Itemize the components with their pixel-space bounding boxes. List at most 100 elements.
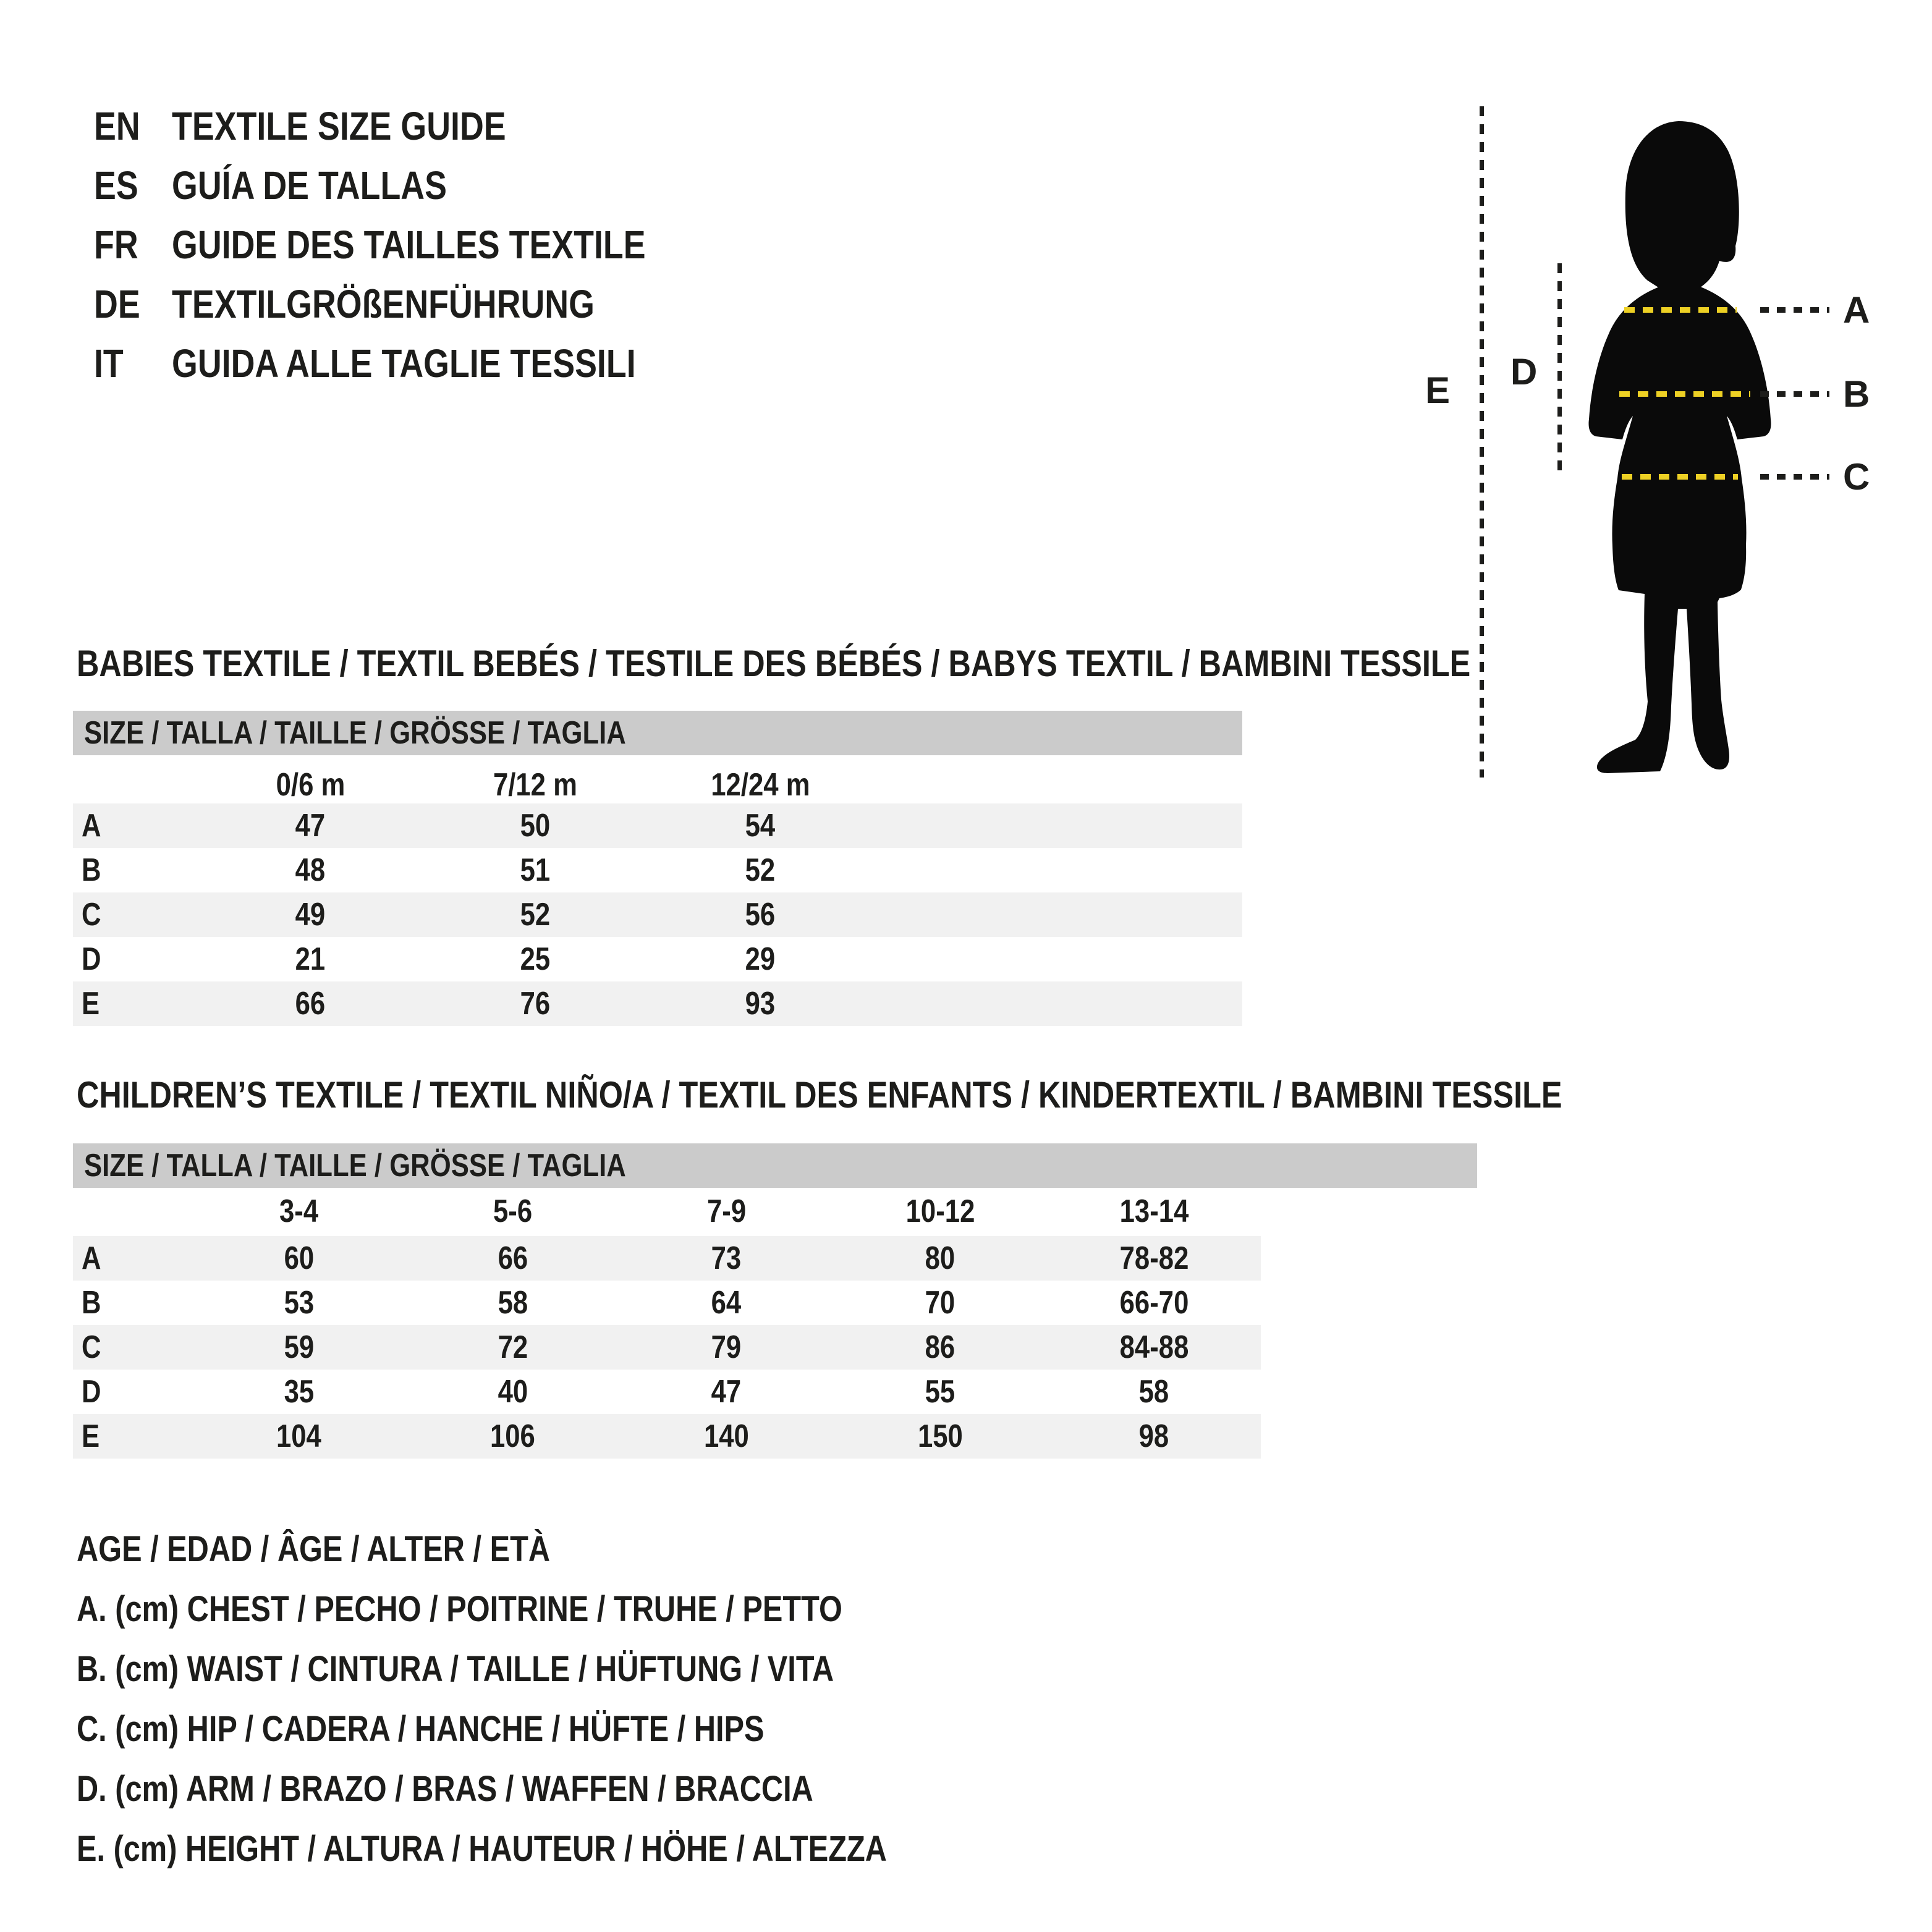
table-cell: 47 [198, 807, 423, 844]
chest-measure-dots-a [1624, 307, 1737, 313]
row-label-text: C [82, 1329, 101, 1365]
row-label-text: B [82, 852, 101, 888]
child-silhouette-head [1625, 121, 1739, 289]
table-cell: 79 [619, 1329, 833, 1366]
language-title: GUÍA DE TALLAS [172, 163, 447, 208]
row-label-text: E [82, 1418, 100, 1454]
table-cell-text: 29 [745, 941, 776, 977]
language-title: TEXTILGRÖßENFÜHRUNG [172, 282, 595, 326]
hip-measure-dots-c [1622, 474, 1738, 480]
children-column-header-text: 5-6 [493, 1193, 533, 1229]
legend-arm-line: D. (cm) ARM / BRAZO / BRAS / WAFFEN / BR… [77, 1759, 1041, 1819]
table-cell: 80 [833, 1240, 1047, 1277]
child-silhouette-body [1588, 286, 1771, 773]
chest-leader-dots-a [1760, 307, 1829, 313]
table-cell-text: 79 [711, 1329, 742, 1365]
legend-age-text: AGE / EDAD / ÂGE / ALTER / ETÀ [77, 1529, 551, 1569]
language-title-list: EN TEXTILE SIZE GUIDE ES GUÍA DE TALLAS … [94, 96, 736, 393]
table-row-c: C 59 72 79 86 84-88 [73, 1325, 1261, 1370]
row-label: D [73, 941, 198, 978]
table-cell-text: 80 [925, 1240, 955, 1276]
legend-chest-text: A. (cm) CHEST / PECHO / POITRINE / TRUHE… [77, 1589, 842, 1629]
table-row-d: D 35 40 47 55 58 [73, 1370, 1261, 1414]
legend-height-text: E. (cm) HEIGHT / ALTURA / HAUTEUR / HÖHE… [77, 1829, 887, 1869]
table-cell: 21 [198, 941, 423, 978]
children-column-header: 5-6 [406, 1193, 620, 1230]
babies-column-header: 7/12 m [423, 766, 648, 803]
language-code: EN [94, 103, 172, 149]
table-cell-text: 40 [498, 1374, 528, 1410]
children-column-header-text: 3-4 [279, 1193, 319, 1229]
table-cell-text: 48 [295, 852, 326, 888]
table-cell: 58 [406, 1284, 620, 1321]
children-column-header: 10-12 [833, 1193, 1047, 1230]
language-row-es: ES GUÍA DE TALLAS [94, 156, 736, 215]
table-cell-text: 70 [925, 1285, 955, 1321]
table-cell: 66-70 [1047, 1284, 1261, 1321]
table-cell: 48 [198, 852, 423, 889]
table-cell-text: 52 [520, 897, 551, 933]
children-column-header: 3-4 [192, 1193, 406, 1230]
table-cell: 78-82 [1047, 1240, 1261, 1277]
language-title: GUIDE DES TAILLES TEXTILE [172, 222, 646, 267]
row-label: A [73, 807, 198, 844]
row-label: D [73, 1373, 192, 1410]
babies-table-body: A 47 50 54 B 48 51 52 C 49 52 56 D 21 25… [73, 803, 1242, 1026]
language-code: FR [94, 222, 172, 268]
table-cell: 66 [198, 985, 423, 1022]
babies-size-header-bar: SIZE / TALLA / TAILLE / GRÖSSE / TAGLIA [73, 711, 1242, 755]
table-cell-text: 49 [295, 897, 326, 933]
table-cell-text: 150 [917, 1418, 963, 1454]
language-code-text: EN [94, 104, 140, 148]
language-code: DE [94, 281, 172, 327]
table-cell: 56 [648, 896, 873, 933]
table-cell-text: 60 [284, 1240, 314, 1276]
table-row-b: B 48 51 52 [73, 848, 1242, 892]
table-row-b: B 53 58 64 70 66-70 [73, 1281, 1261, 1325]
table-cell: 54 [648, 807, 873, 844]
row-label: E [73, 1418, 192, 1455]
table-row-c: C 49 52 56 [73, 892, 1242, 937]
measure-label-b: B [1843, 373, 1870, 415]
children-column-header-text: 7-9 [706, 1193, 746, 1229]
row-label: A [73, 1240, 192, 1277]
height-measure-line-e [1480, 106, 1484, 777]
table-cell-text: 52 [745, 852, 776, 888]
measure-label-e: E [1425, 370, 1451, 411]
language-code-text: ES [94, 163, 138, 208]
row-label: C [73, 896, 198, 933]
legend-arm-text: D. (cm) ARM / BRAZO / BRAS / WAFFEN / BR… [77, 1769, 813, 1809]
table-cell-text: 64 [711, 1285, 742, 1321]
table-cell: 76 [423, 985, 648, 1022]
babies-column-header-text: 0/6 m [276, 767, 345, 803]
table-cell-text: 93 [745, 986, 776, 1022]
table-cell-text: 78-82 [1119, 1240, 1188, 1276]
table-cell: 58 [1047, 1373, 1261, 1410]
table-cell: 150 [833, 1418, 1047, 1455]
legend-hip-line: C. (cm) HIP / CADERA / HANCHE / HÜFTE / … [77, 1699, 1041, 1759]
table-cell: 40 [406, 1373, 620, 1410]
row-label-text: D [82, 941, 101, 977]
children-column-header-text: 10-12 [905, 1193, 975, 1229]
measurement-legend: AGE / EDAD / ÂGE / ALTER / ETÀ A. (cm) C… [77, 1519, 1041, 1879]
language-row-it: IT GUIDA ALLE TAGLIE TESSILI [94, 334, 736, 393]
table-cell-text: 66 [295, 986, 326, 1022]
row-label-text: D [82, 1374, 101, 1410]
table-cell: 140 [619, 1418, 833, 1455]
table-cell-text: 25 [520, 941, 551, 977]
table-cell-text: 106 [490, 1418, 535, 1454]
table-row-a: A 47 50 54 [73, 803, 1242, 848]
table-cell: 70 [833, 1284, 1047, 1321]
hip-leader-dots-c [1760, 474, 1829, 480]
measure-label-c: C [1843, 456, 1870, 498]
table-cell: 50 [423, 807, 648, 844]
table-cell-text: 84-88 [1119, 1329, 1188, 1365]
table-cell: 73 [619, 1240, 833, 1277]
table-cell-text: 72 [498, 1329, 528, 1365]
table-cell-text: 58 [498, 1285, 528, 1321]
table-cell: 52 [648, 852, 873, 889]
table-cell: 29 [648, 941, 873, 978]
table-cell-text: 98 [1138, 1418, 1169, 1454]
children-heading-text: CHILDREN’S TEXTILE / TEXTIL NIÑO/A / TEX… [77, 1074, 1562, 1116]
table-cell: 59 [192, 1329, 406, 1366]
